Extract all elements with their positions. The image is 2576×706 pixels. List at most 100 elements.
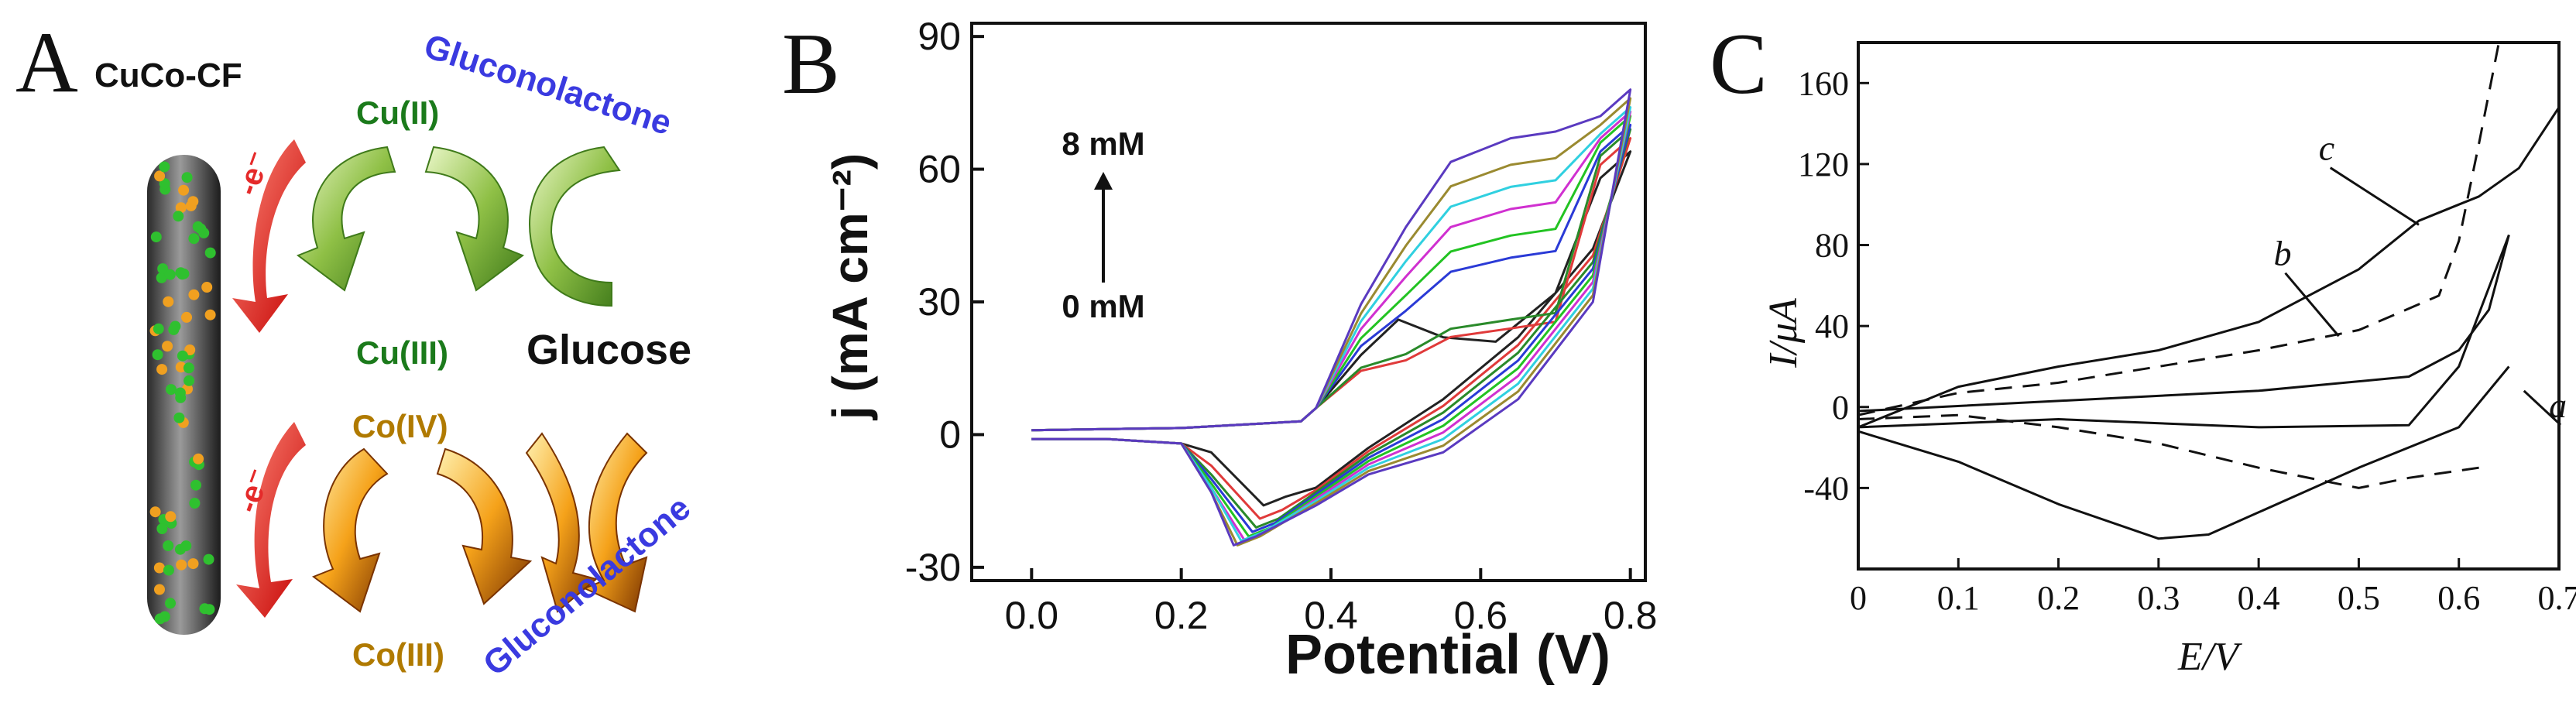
x-tick-label: 0.0 [1005, 594, 1059, 637]
catalyst-particle [193, 454, 204, 464]
catalyst-particle [150, 506, 161, 517]
curve-c-leader [2331, 168, 2419, 225]
y-tick-label: 160 [1798, 64, 1849, 102]
catalyst-particle [182, 172, 193, 183]
panel-letter: A [15, 15, 78, 111]
x-tick-label: 0.4 [2238, 579, 2280, 617]
curve-a-label: a [2549, 386, 2567, 425]
cv-curve-3-mM [1031, 125, 1630, 532]
cv-curve-c-forward [1858, 108, 2559, 427]
catalyst-particle [188, 290, 199, 300]
annotation-top: 8 mM [1062, 125, 1144, 162]
glucose-label: Glucose [527, 327, 691, 373]
catalyst-particle [204, 554, 214, 565]
cv-curve-1-mM [1031, 139, 1630, 519]
y-tick-label: -40 [1803, 469, 1849, 507]
y-tick-label: 40 [1815, 307, 1849, 345]
panel-c-xlabel: E/V [2177, 635, 2242, 679]
y-tick-label: 60 [918, 148, 961, 191]
catalyst-particle [175, 388, 186, 399]
catalyst-particle [166, 384, 177, 395]
catalyst-particle [154, 563, 165, 574]
catalyst-particle [188, 558, 199, 569]
y-tick-label: 0 [939, 413, 961, 456]
y-tick-label: 120 [1798, 146, 1849, 183]
catalyst-particle [186, 200, 197, 211]
panel-a-svg: A CuCo-CF -e⁻ -e⁻ Cu(II) Cu(III) Glucose… [0, 0, 774, 702]
x-tick-label: 0.5 [2338, 579, 2380, 617]
co-iv-label: Co(IV) [352, 408, 448, 444]
catalyst-particle [199, 603, 210, 614]
catalyst-particle [153, 349, 163, 360]
catalyst-particle [168, 324, 179, 335]
catalyst-particle [184, 362, 194, 373]
catalyst-particle [163, 540, 173, 551]
x-tick-label: 0.1 [1937, 579, 1980, 617]
panel-c-ylabel: I/μA [1761, 298, 1806, 368]
catalyst-particle [190, 480, 201, 491]
catalyst-particle [184, 375, 194, 386]
catalyst-particle [154, 170, 165, 181]
electron-transfer-arrow-icon [232, 139, 306, 618]
catalyst-particle [201, 282, 212, 293]
catalyst-particle [165, 269, 176, 280]
catalyst-particle [177, 351, 188, 362]
electrode-label: CuCo-CF [94, 57, 242, 94]
x-tick-label: 0 [1850, 579, 1867, 617]
catalyst-particle [178, 185, 189, 196]
y-tick-label: 0 [1832, 389, 1849, 427]
curve-b-label: b [2274, 234, 2292, 273]
y-tick-label: -30 [905, 546, 961, 589]
cv-curve-2-mM [1031, 129, 1630, 527]
catalyst-particle [151, 231, 162, 242]
catalyst-particle [176, 560, 187, 571]
catalyst-particle [189, 498, 200, 509]
co-iii-label: Co(III) [352, 636, 444, 673]
y-tick-label: 80 [1815, 227, 1849, 265]
catalyst-particle [181, 312, 192, 323]
panel-a-schematic: A CuCo-CF -e⁻ -e⁻ Cu(II) Cu(III) Glucose… [0, 0, 774, 702]
catalyst-particle [154, 584, 165, 595]
catalyst-particle [162, 341, 173, 351]
panel-b-xlabel: Potential (V) [1285, 624, 1610, 686]
catalyst-particle [156, 364, 167, 375]
panel-c-letter: C [1710, 16, 1768, 112]
cv-curve-b-forward [1858, 43, 2499, 415]
catalyst-particle [195, 224, 206, 235]
catalyst-particle [180, 540, 191, 551]
cu-ii-label: Cu(II) [356, 94, 439, 131]
panel-b-letter: B [782, 16, 840, 112]
concentration-up-arrow-icon [1094, 172, 1113, 283]
y-tick-label: 90 [918, 15, 961, 58]
x-tick-label: 0.6 [2437, 579, 2480, 617]
y-tick-label: 30 [918, 280, 961, 324]
catalyst-particle [153, 324, 164, 334]
catalyst-particle [205, 310, 216, 320]
electrode-rod-icon [147, 155, 221, 635]
panel-c-plot-frame [1858, 43, 2559, 569]
cu-iii-label: Cu(III) [356, 334, 448, 371]
catalyst-particle [173, 211, 184, 221]
curve-c-label: c [2319, 129, 2334, 168]
catalyst-particle [188, 233, 199, 244]
catalyst-particle [165, 511, 176, 522]
panel-b-ylabel: j (mA cm⁻²) [822, 153, 878, 420]
x-tick-label: 0.8 [1604, 594, 1658, 637]
x-tick-label: 0.2 [2037, 579, 2080, 617]
annotation-bottom: 0 mM [1062, 288, 1144, 324]
catalyst-particle [163, 565, 174, 576]
catalyst-particle [155, 613, 166, 624]
catalyst-particle [156, 523, 167, 534]
catalyst-particle [165, 598, 176, 608]
catalyst-particle [177, 269, 187, 279]
catalyst-particle [205, 248, 216, 259]
catalyst-particle [173, 413, 184, 423]
copper-redox-cycle-icon [298, 147, 619, 306]
x-tick-label: 0.2 [1154, 594, 1209, 637]
catalyst-particle [159, 162, 170, 173]
x-tick-label: 0.7 [2538, 579, 2576, 617]
